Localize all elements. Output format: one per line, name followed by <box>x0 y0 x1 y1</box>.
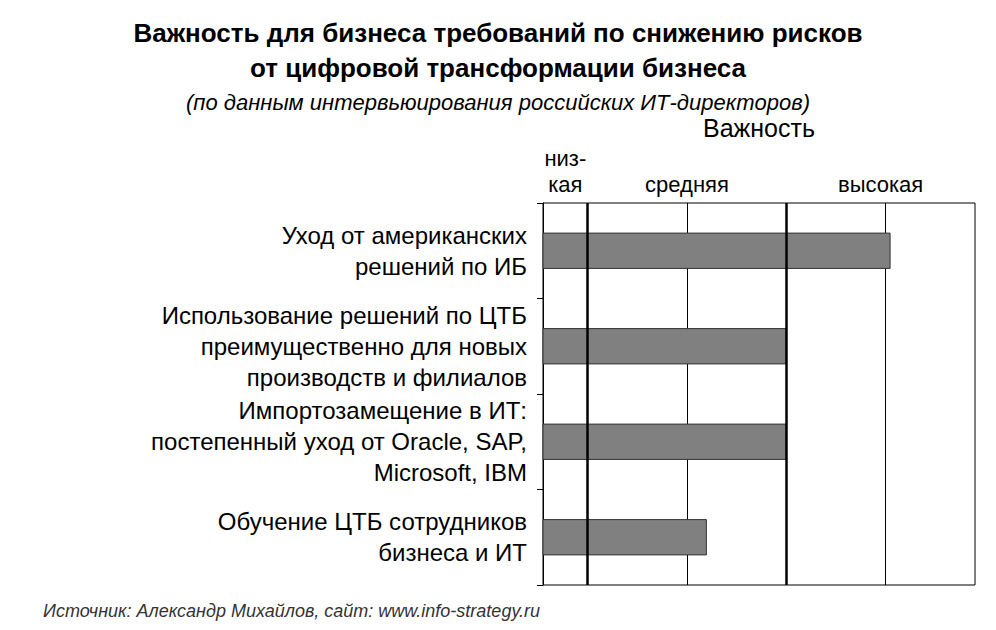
svg-text:Обучение ЦТБ сотрудников: Обучение ЦТБ сотрудников <box>218 508 527 535</box>
svg-text:Важность для бизнеса требовани: Важность для бизнеса требований по сниже… <box>133 18 862 48</box>
svg-text:Microsoft, IBM: Microsoft, IBM <box>374 459 527 486</box>
svg-text:бизнеса и ИТ: бизнеса и ИТ <box>378 539 527 566</box>
svg-text:постепенный уход от Oracle, SA: постепенный уход от Oracle, SAP, <box>151 428 527 455</box>
svg-text:производств и филиалов: производств и филиалов <box>247 364 527 391</box>
svg-text:Использование решений по ЦТБ: Использование решений по ЦТБ <box>162 302 527 329</box>
svg-text:Важность: Важность <box>703 114 815 142</box>
svg-text:Источник: Александр Михайлов,: Источник: Александр Михайлов, сайт: www.… <box>43 601 540 621</box>
svg-text:(по данным интервьюирования ро: (по данным интервьюирования российских И… <box>186 90 810 115</box>
svg-text:высокая: высокая <box>838 172 923 197</box>
svg-text:средняя: средняя <box>645 172 729 197</box>
svg-text:преимущественно для новых: преимущественно для новых <box>201 333 527 360</box>
svg-text:от цифровой трансформации бизн: от цифровой трансформации бизнеса <box>250 53 747 83</box>
svg-text:Импортозамещение в ИТ:: Импортозамещение в ИТ: <box>239 397 527 424</box>
svg-text:решений по ИБ: решений по ИБ <box>355 253 527 280</box>
svg-text:низ-: низ- <box>544 146 586 171</box>
svg-text:кая: кая <box>548 172 582 197</box>
svg-text:Уход от американских: Уход от американских <box>282 222 527 249</box>
